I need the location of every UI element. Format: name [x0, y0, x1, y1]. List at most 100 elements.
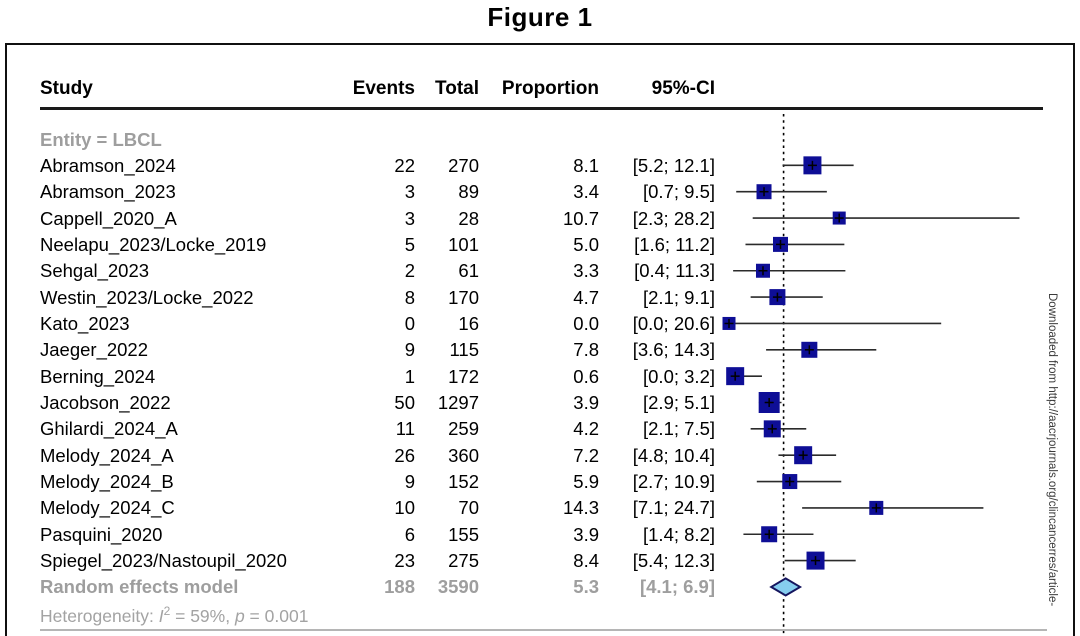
events-value: 1 — [404, 365, 415, 387]
i-squared-symbol: I — [158, 605, 164, 626]
proportion-value: 0.6 — [573, 365, 599, 387]
estimate-square — [803, 156, 822, 175]
heterogeneity-text: Heterogeneity: I2 = 59%, p = 0.001 — [7, 598, 487, 630]
proportion-value: 5.0 — [573, 233, 599, 255]
estimate-square — [801, 341, 818, 358]
header-rule — [40, 107, 1043, 110]
study-name: Melody_2024_B — [40, 471, 174, 493]
ci-value: [0.0; 20.6] — [632, 312, 715, 334]
study-row: Ghilardi_2024_A 11 259 4.2 [2.1; 7.5] — [7, 415, 715, 442]
study-row: Jaeger_2022 9 115 7.8 [3.6; 14.3] — [7, 336, 715, 363]
study-name: Westin_2023/Locke_2022 — [40, 286, 254, 308]
ci-value: [2.3; 28.2] — [632, 207, 715, 229]
total-value: 270 — [448, 154, 479, 176]
total-value: 259 — [448, 418, 479, 440]
proportion-value: 8.1 — [573, 154, 599, 176]
study-name: Kato_2023 — [40, 312, 130, 334]
estimate-square — [832, 211, 846, 225]
events-value: 0 — [404, 312, 415, 334]
estimate-square — [769, 289, 786, 306]
ci-value: [1.4; 8.2] — [643, 523, 715, 545]
total-value: 360 — [448, 444, 479, 466]
study-name: Sehgal_2023 — [40, 260, 150, 282]
total-value: 70 — [458, 497, 479, 519]
events-value: 50 — [394, 392, 415, 413]
ci-value: [4.8; 10.4] — [632, 444, 715, 466]
figure-title: Figure 1 — [487, 2, 593, 32]
ci-value: [0.7; 9.5] — [643, 181, 715, 203]
study-row: Spiegel_2023/Nastoupil_2020 23 275 8.4 [5.4;… — [7, 547, 715, 574]
proportion-value: 5.9 — [573, 471, 599, 493]
proportion-value: 7.8 — [573, 339, 599, 361]
events-value: 9 — [404, 339, 415, 361]
study-row: Pasquini_2020 6 155 3.9 [1.4; 8.2] — [7, 521, 715, 548]
ci-value: [5.2; 12.1] — [632, 154, 715, 176]
events-value: 26 — [394, 444, 415, 466]
forest-plot-box: Study Events Total Proportion 95%-CI Ent… — [5, 43, 1075, 636]
proportion-value: 7.2 — [573, 444, 599, 466]
study-name: Melody_2024_C — [40, 497, 175, 519]
summary-ci: [4.1; 6.9] — [639, 576, 715, 598]
ci-value: [2.1; 7.5] — [643, 418, 715, 440]
header-proportion: Proportion — [501, 78, 599, 99]
total-value: 61 — [458, 260, 479, 282]
proportion-value: 14.3 — [562, 497, 599, 519]
subgroup-row: Entity = LBCL — [7, 126, 715, 153]
estimate-square — [782, 474, 798, 490]
total-value: 172 — [448, 365, 479, 387]
study-row: Jacobson_2022 50 1297 3.9 [2.9; 5.1] — [7, 389, 715, 416]
study-name: Berning_2024 — [40, 365, 156, 387]
header-ci: 95%-CI — [651, 78, 715, 99]
estimate-square — [758, 392, 780, 413]
total-value: 152 — [448, 471, 479, 493]
total-value: 155 — [448, 523, 479, 545]
events-value: 8 — [404, 286, 415, 308]
p-symbol: p — [234, 605, 245, 626]
events-value: 9 — [404, 471, 415, 493]
ci-value: [2.9; 5.1] — [643, 392, 715, 413]
proportion-value: 3.9 — [573, 392, 599, 413]
events-value: 22 — [394, 154, 415, 176]
header-study: Study — [40, 78, 93, 99]
estimate-square — [755, 263, 770, 278]
study-row: Melody_2024_B 9 152 5.9 [2.7; 10.9] — [7, 468, 715, 495]
estimate-square — [726, 367, 745, 386]
ci-value: [2.7; 10.9] — [632, 471, 715, 493]
study-row: Cappell_2020_A 3 28 10.7 [2.3; 28.2] — [7, 205, 715, 232]
total-value: 101 — [448, 233, 479, 255]
ci-value: [2.1; 9.1] — [643, 286, 715, 308]
i-squared-sup: 2 — [163, 603, 171, 618]
study-row: Abramson_2023 3 89 3.4 [0.7; 9.5] — [7, 178, 715, 205]
proportion-value: 10.7 — [562, 207, 599, 229]
estimate-square — [756, 184, 772, 200]
events-value: 5 — [404, 233, 415, 255]
study-row: Berning_2024 1 172 0.6 [0.0; 3.2] — [7, 363, 715, 390]
study-name: Abramson_2024 — [40, 154, 176, 176]
summary-row: Random effects model 188 3590 5.3 [4.1; 6.9] — [7, 573, 715, 600]
events-value: 23 — [394, 550, 415, 572]
total-value: 16 — [458, 312, 479, 334]
study-row: Melody_2024_C 10 70 14.3 [7.1; 24.7] — [7, 494, 715, 521]
total-value: 1297 — [437, 392, 479, 413]
study-row: Neelapu_2023/Locke_2019 5 101 5.0 [1.6; 11.2… — [7, 231, 715, 258]
study-row: Abramson_2024 22 270 8.1 [5.2; 12.1] — [7, 152, 715, 179]
study-name: Ghilardi_2024_A — [40, 418, 178, 440]
events-value: 6 — [404, 523, 415, 545]
events-value: 3 — [404, 181, 415, 203]
estimate-square — [806, 551, 825, 570]
heterogeneity-row: Heterogeneity: I2 = 59%, p = 0.001 — [7, 600, 715, 627]
study-name: Neelapu_2023/Locke_2019 — [40, 233, 267, 255]
pooled-diamond — [769, 577, 803, 597]
ci-value: [3.6; 14.3] — [632, 339, 715, 361]
study-name: Melody_2024_A — [40, 444, 174, 466]
summary-events: 188 — [384, 576, 415, 598]
estimate-square — [794, 446, 813, 465]
study-name: Pasquini_2020 — [40, 523, 163, 545]
study-row: Melody_2024_A 26 360 7.2 [4.8; 10.4] — [7, 442, 715, 469]
study-name: Jacobson_2022 — [40, 392, 171, 413]
bottom-rule — [40, 629, 1047, 631]
total-value: 275 — [448, 550, 479, 572]
study-name: Spiegel_2023/Nastoupil_2020 — [40, 550, 287, 572]
total-value: 170 — [448, 286, 479, 308]
